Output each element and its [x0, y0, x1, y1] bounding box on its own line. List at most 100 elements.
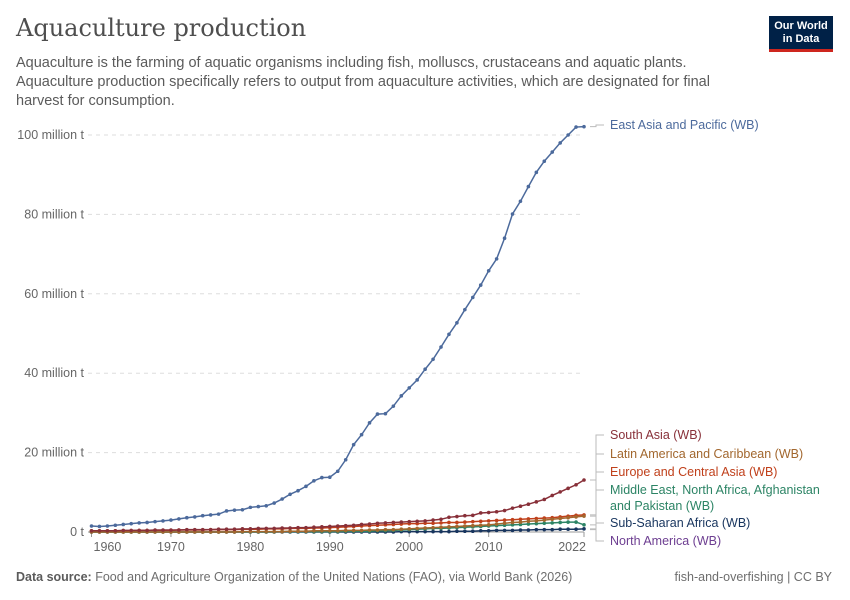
- data-point: [463, 520, 467, 524]
- data-point: [264, 529, 269, 534]
- data-point: [447, 515, 451, 520]
- data-point: [264, 503, 269, 508]
- page-title: Aquaculture production: [16, 14, 307, 42]
- data-point: [399, 520, 404, 524]
- data-point: [216, 527, 221, 532]
- data-point: [478, 283, 483, 287]
- data-point: [185, 515, 189, 520]
- data-point: [486, 510, 491, 515]
- data-point: [153, 519, 157, 524]
- series-label: South Asia (WB): [610, 428, 702, 442]
- data-point: [304, 525, 308, 530]
- data-point: [113, 529, 118, 533]
- data-point: [351, 523, 356, 528]
- x-tick-label: 2022: [558, 540, 586, 554]
- data-point: [518, 520, 523, 524]
- data-point: [478, 519, 483, 524]
- data-point: [169, 518, 173, 522]
- data-point: [478, 511, 483, 515]
- data-point: [526, 184, 531, 189]
- data-point: [502, 236, 507, 241]
- data-point: [383, 521, 388, 525]
- series-label: Sub-Saharan Africa (WB): [610, 516, 750, 530]
- data-point: [431, 518, 435, 522]
- data-point: [550, 521, 555, 525]
- data-point: [502, 508, 507, 513]
- data-point: [185, 527, 189, 532]
- data-point: [558, 141, 562, 145]
- data-point: [240, 527, 245, 531]
- data-point: [351, 528, 356, 533]
- series-label: Middle East, North Africa, Afghanistan an…: [610, 483, 820, 513]
- data-point: [153, 528, 157, 532]
- data-point: [161, 519, 165, 523]
- data-point: [518, 504, 523, 508]
- data-point: [328, 529, 332, 533]
- data-point: [288, 526, 292, 530]
- y-tick-label: 20 million t: [24, 446, 84, 460]
- data-point: [391, 520, 396, 525]
- data-point: [550, 493, 555, 498]
- series-label-line: Middle East, North Africa, Afghanistan: [610, 483, 820, 497]
- data-point: [216, 512, 221, 516]
- data-point: [129, 521, 134, 526]
- data-point: [478, 523, 483, 528]
- data-point: [447, 529, 451, 534]
- data-point: [415, 378, 419, 382]
- data-point: [550, 517, 555, 522]
- series-label: Europe and Central Asia (WB): [610, 465, 777, 479]
- source-text: Food and Agriculture Organization of the…: [95, 570, 573, 584]
- source-label: Data source:: [16, 570, 92, 584]
- data-point: [129, 528, 134, 533]
- data-point: [510, 212, 515, 216]
- label-connector: [590, 489, 604, 526]
- data-point: [256, 526, 261, 531]
- data-point: [455, 524, 459, 529]
- data-point: [542, 497, 547, 502]
- data-point: [296, 488, 300, 493]
- data-point: [566, 515, 570, 520]
- data-point: [526, 519, 531, 524]
- data-point: [510, 528, 515, 533]
- data-point: [200, 513, 205, 518]
- footer-right[interactable]: fish-and-overfishing | CC BY: [674, 570, 832, 584]
- data-point: [463, 307, 467, 312]
- y-tick-label: 40 million t: [24, 366, 84, 380]
- data-point: [542, 527, 547, 532]
- data-point: [177, 528, 181, 532]
- data-point: [494, 528, 499, 533]
- data-point: [494, 518, 499, 523]
- data-point: [312, 525, 316, 530]
- data-point: [113, 523, 118, 528]
- data-point: [232, 508, 237, 512]
- y-tick-label: 0 t: [70, 525, 84, 539]
- data-point: [542, 518, 547, 522]
- data-point: [320, 525, 324, 529]
- data-point: [359, 432, 364, 437]
- data-point: [518, 528, 523, 532]
- data-point: [359, 522, 364, 527]
- data-point: [375, 412, 380, 416]
- logo-text: Our World in Data: [774, 20, 828, 45]
- data-point: [558, 490, 562, 494]
- data-point: [335, 469, 340, 474]
- data-point: [399, 527, 404, 532]
- label-connector: [590, 471, 604, 516]
- data-point: [494, 522, 499, 526]
- data-point: [447, 525, 451, 529]
- data-point: [335, 529, 340, 533]
- data-point: [367, 528, 372, 532]
- data-point: [574, 482, 578, 487]
- data-point: [256, 504, 261, 509]
- data-point: [455, 520, 459, 525]
- data-point: [399, 394, 404, 398]
- label-connector: [590, 124, 604, 128]
- data-point: [439, 525, 443, 530]
- y-tick-label: 60 million t: [24, 287, 84, 301]
- x-tick-label: 1960: [94, 540, 122, 554]
- data-point: [105, 529, 110, 533]
- data-point: [566, 527, 570, 532]
- data-point: [526, 522, 531, 526]
- data-point: [423, 367, 427, 372]
- owid-logo[interactable]: Our World in Data: [769, 16, 833, 52]
